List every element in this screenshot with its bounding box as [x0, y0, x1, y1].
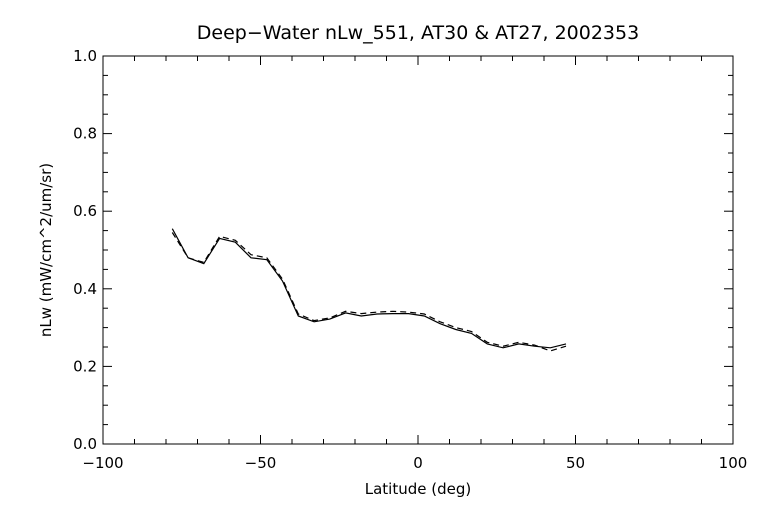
x-tick-label: −50 — [245, 454, 277, 472]
y-tick-label: 0.8 — [73, 125, 97, 143]
x-tick-label: 50 — [566, 454, 585, 472]
y-tick-label: 0.0 — [73, 435, 97, 453]
x-tick-label: 100 — [719, 454, 748, 472]
y-tick-label: 0.6 — [73, 202, 97, 220]
series-line-solid — [171, 228, 567, 349]
y-tick-label: 0.4 — [73, 280, 97, 298]
x-tick-labels: −100 −50 0 50 100 — [82, 454, 747, 472]
series-line-dashed — [171, 232, 567, 352]
series-group — [171, 228, 567, 352]
y-axis-label: nLw (mW/cm^2/um/sr) — [37, 163, 55, 337]
chart-title: Deep−Water nLw_551, AT30 & AT27, 2002353 — [197, 22, 639, 44]
y-tick-labels: 0.0 0.2 0.4 0.6 0.8 1.0 — [73, 47, 97, 453]
y-tick-label: 0.2 — [73, 357, 97, 375]
x-axis-label: Latitude (deg) — [365, 480, 471, 498]
plot-frame — [102, 55, 734, 445]
y-tick-label: 1.0 — [73, 47, 97, 65]
axis-ticks — [102, 55, 734, 445]
x-tick-label: −100 — [82, 454, 123, 472]
x-tick-label: 0 — [413, 454, 423, 472]
